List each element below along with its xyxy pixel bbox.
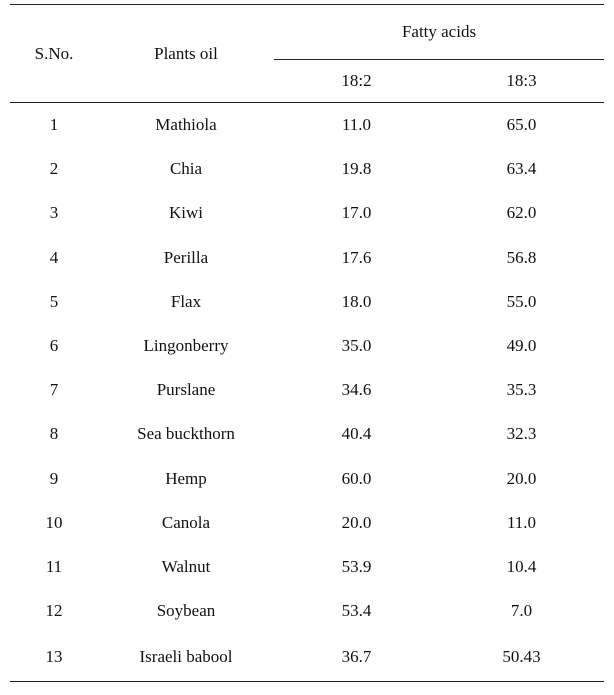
cell-18-3: 62.0 [506, 203, 537, 223]
cell-18-2: 18.0 [341, 291, 372, 311]
cell-18-3: 10.4 [506, 556, 537, 576]
cell-18-3: 11.0 [506, 512, 537, 532]
table-row: 6 Lingonberry 35.0 49.0 [10, 324, 604, 368]
cell-18-2: 53.4 [341, 601, 372, 621]
cell-sno: 8 [49, 424, 59, 444]
cell-sno: 1 [49, 115, 59, 135]
cell-plant-oil: Canola [161, 512, 211, 532]
cell-18-3: 32.3 [506, 424, 537, 444]
cell-18-2: 17.0 [341, 203, 372, 223]
cell-18-3: 49.0 [506, 336, 537, 356]
cell-18-2: 20.0 [341, 512, 372, 532]
table-header: S.No. Plants oil Fatty acids 18:2 18:3 [10, 4, 605, 103]
table-row: 10 Canola 20.0 11.0 [10, 501, 604, 545]
cell-plant-oil: Perilla [163, 247, 209, 267]
cell-18-3: 63.4 [506, 159, 537, 179]
cell-sno: 6 [49, 336, 59, 356]
cell-18-3: 55.0 [506, 291, 537, 311]
cell-plant-oil: Soybean [156, 601, 216, 621]
cell-sno: 7 [49, 380, 59, 400]
cell-plant-oil: Flax [170, 291, 202, 311]
cell-18-2: 11.0 [341, 115, 372, 135]
table-body: 1 Mathiola 11.0 65.0 2 Chia 19.8 63.4 3 Kiwi 17.0 6… [10, 103, 605, 683]
cell-18-3: 65.0 [506, 115, 537, 135]
cell-plant-oil: Israeli babool [98, 633, 274, 683]
table-row: 2 Chia 19.8 63.4 [10, 147, 604, 191]
cell-plant-oil: Mathiola [155, 115, 217, 135]
cell-sno: 5 [49, 291, 59, 311]
table-row: 13 Israeli babool 36.7 50.43 [10, 633, 605, 683]
cell-plant-oil: Kiwi [169, 203, 203, 223]
header-sno: S.No. [10, 4, 98, 103]
table-row: 4 Perilla 17.6 56.8 [10, 236, 604, 280]
fatty-acids-table-container: S.No. Plants oil Fatty acids 18:2 18:3 1… [10, 4, 605, 683]
cell-18-3: 7.0 [510, 601, 533, 621]
table-row: 9 Hemp 60.0 20.0 [10, 457, 604, 501]
table-row: 5 Flax 18.0 55.0 [10, 280, 604, 324]
header-plants-oil: Plants oil [98, 4, 274, 103]
cell-plant-oil: Hemp [165, 468, 207, 488]
cell-18-3: 56.8 [506, 247, 537, 267]
cell-sno: 11 [45, 556, 63, 576]
cell-18-2: 40.4 [341, 424, 372, 444]
cell-sno: 4 [49, 247, 59, 267]
cell-plant-oil: Purslane [156, 380, 216, 400]
cell-18-2: 60.0 [341, 468, 372, 488]
cell-plant-oil: Sea buckthorn [137, 424, 235, 444]
cell-18-2: 19.8 [341, 159, 372, 179]
cell-18-2: 53.9 [341, 556, 372, 576]
header-18-3: 18:3 [439, 59, 605, 103]
table-row: 11 Walnut 53.9 10.4 [10, 545, 604, 589]
fatty-acids-table: S.No. Plants oil Fatty acids 18:2 18:3 1… [10, 4, 605, 683]
cell-sno: 2 [49, 159, 59, 179]
cell-18-3: 35.3 [506, 380, 537, 400]
cell-18-3: 20.0 [506, 468, 537, 488]
header-fatty-acids: Fatty acids [274, 4, 605, 60]
cell-sno: 12 [45, 601, 63, 621]
cell-plant-oil: Chia [169, 159, 203, 179]
cell-18-2: 34.6 [341, 380, 372, 400]
cell-plant-oil: Lingonberry [143, 336, 229, 356]
table-row: 1 Mathiola 11.0 65.0 [10, 103, 604, 148]
cell-18-2: 35.0 [341, 336, 372, 356]
cell-sno: 13 [10, 633, 98, 683]
cell-18-2: 17.6 [341, 247, 372, 267]
cell-18-3: 50.43 [439, 633, 605, 683]
cell-18-2: 36.7 [274, 633, 439, 683]
cell-sno: 10 [45, 512, 63, 532]
table-row: 8 Sea buckthorn 40.4 32.3 [10, 412, 604, 456]
table-row: 7 Purslane 34.6 35.3 [10, 368, 604, 412]
table-row: 3 Kiwi 17.0 62.0 [10, 191, 604, 235]
table-row: 12 Soybean 53.4 7.0 [10, 589, 604, 633]
cell-plant-oil: Walnut [161, 556, 211, 576]
cell-sno: 3 [49, 203, 59, 223]
header-18-2: 18:2 [274, 59, 439, 103]
cell-sno: 9 [49, 468, 59, 488]
